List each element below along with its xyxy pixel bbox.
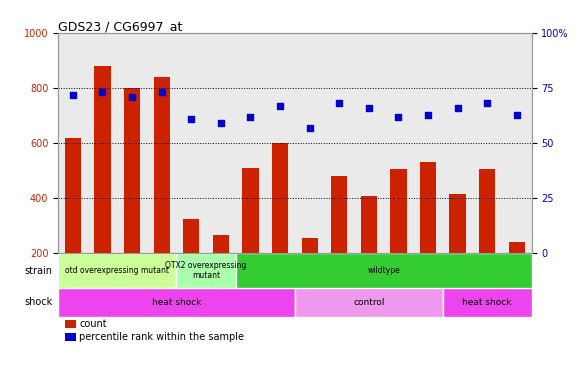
Point <box>187 116 196 122</box>
Bar <box>502 33 532 253</box>
Text: wildtype: wildtype <box>367 266 400 275</box>
Bar <box>361 195 377 253</box>
Bar <box>331 176 347 253</box>
Bar <box>94 66 110 253</box>
Bar <box>272 143 288 253</box>
Point <box>68 92 77 98</box>
Bar <box>354 33 383 253</box>
Bar <box>117 33 147 253</box>
Point <box>216 120 225 126</box>
Point <box>364 105 374 111</box>
Bar <box>266 33 295 253</box>
Bar <box>236 33 266 253</box>
Point <box>335 101 344 107</box>
Bar <box>295 33 324 253</box>
Point <box>305 125 314 131</box>
Text: heat shock: heat shock <box>152 298 201 307</box>
Text: count: count <box>80 319 107 329</box>
Point <box>453 105 462 111</box>
Text: GDS23 / CG6997_at: GDS23 / CG6997_at <box>58 20 182 33</box>
Point <box>275 103 285 109</box>
Point <box>98 90 107 96</box>
Bar <box>58 33 88 253</box>
Bar <box>183 219 199 253</box>
Text: OTX2 overexpressing
mutant: OTX2 overexpressing mutant <box>166 261 247 280</box>
Bar <box>206 33 236 253</box>
Bar <box>236 253 532 288</box>
Text: otd overexpressing mutant: otd overexpressing mutant <box>65 266 169 275</box>
Bar <box>324 33 354 253</box>
Bar <box>213 235 229 253</box>
Text: strain: strain <box>24 266 52 276</box>
Bar <box>177 253 236 288</box>
Point <box>424 112 433 117</box>
Point <box>127 94 137 100</box>
Text: control: control <box>353 298 385 307</box>
Bar <box>153 77 170 253</box>
Bar <box>472 33 502 253</box>
Text: shock: shock <box>24 298 52 307</box>
Bar <box>383 33 413 253</box>
Bar <box>420 163 436 253</box>
Text: percentile rank within the sample: percentile rank within the sample <box>80 332 245 342</box>
Bar <box>65 333 76 341</box>
Bar <box>177 33 206 253</box>
Bar <box>509 242 525 253</box>
Bar <box>413 33 443 253</box>
Point <box>246 114 255 120</box>
Bar <box>443 288 532 317</box>
Point <box>512 112 522 117</box>
Text: heat shock: heat shock <box>462 298 512 307</box>
Bar <box>302 238 318 253</box>
Bar <box>88 33 117 253</box>
Point <box>394 114 403 120</box>
Point <box>157 90 166 96</box>
Bar <box>242 168 259 253</box>
Bar <box>58 253 177 288</box>
Bar <box>58 288 295 317</box>
Bar <box>479 169 496 253</box>
Bar <box>295 288 443 317</box>
Bar <box>124 88 140 253</box>
Bar <box>147 33 177 253</box>
Bar <box>390 169 407 253</box>
Bar <box>443 33 472 253</box>
Bar <box>65 320 76 328</box>
Point <box>483 101 492 107</box>
Bar <box>450 194 466 253</box>
Bar <box>64 138 81 253</box>
